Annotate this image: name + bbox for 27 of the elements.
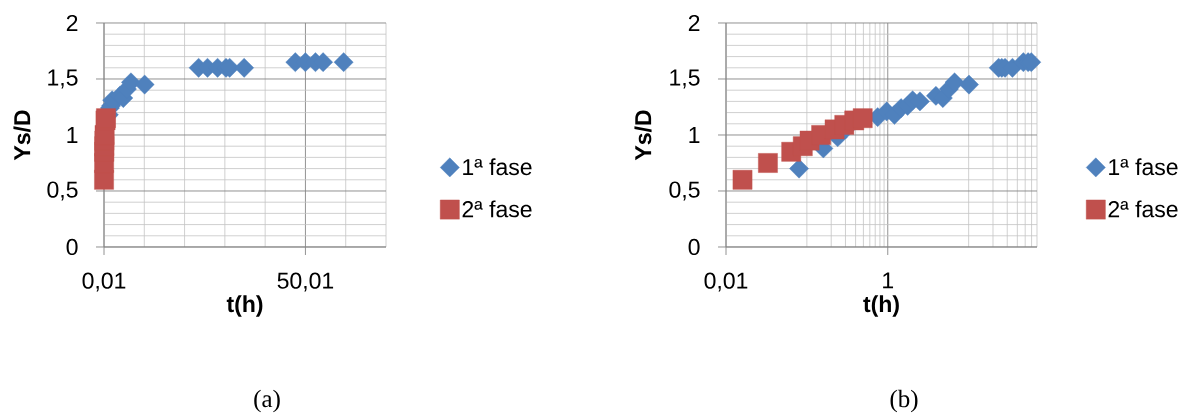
x-axis-title: t(h) [226,295,263,317]
x-tick-label: 0,01 [704,272,748,292]
y-tick-label: 1 [67,127,78,143]
legend-label: 1ª fase [463,158,532,176]
y-tick-label: 0 [688,238,700,256]
y-tick-label: 2 [688,14,700,32]
y-tick-label: 1,5 [670,69,700,89]
y-tick-label: 0 [66,238,78,256]
y-tick-label: 1 [689,127,700,143]
y-tick-label: 1,5 [48,69,78,89]
x-tick-label: 50,01 [277,272,334,292]
x-tick-label: 0,01 [82,272,126,292]
x-axis-title: t(h) [863,295,899,317]
y-axis-title: Ys/D [13,110,31,161]
legend-label: 2ª fase [462,200,532,218]
y-tick-label: 0,5 [47,181,78,201]
y-tick-label: 0,5 [669,181,700,201]
legend-label: 1ª fase [1109,158,1178,176]
legend-label: 2ª fase [1108,200,1178,218]
point [333,52,354,73]
text: (a) [254,389,280,413]
point [134,74,155,95]
x-tick-label: 1 [883,272,894,289]
text: (b) [890,389,918,413]
point [234,57,254,78]
y-tick-label: 2 [66,14,78,32]
y-axis-title: Ys/D [634,110,652,161]
